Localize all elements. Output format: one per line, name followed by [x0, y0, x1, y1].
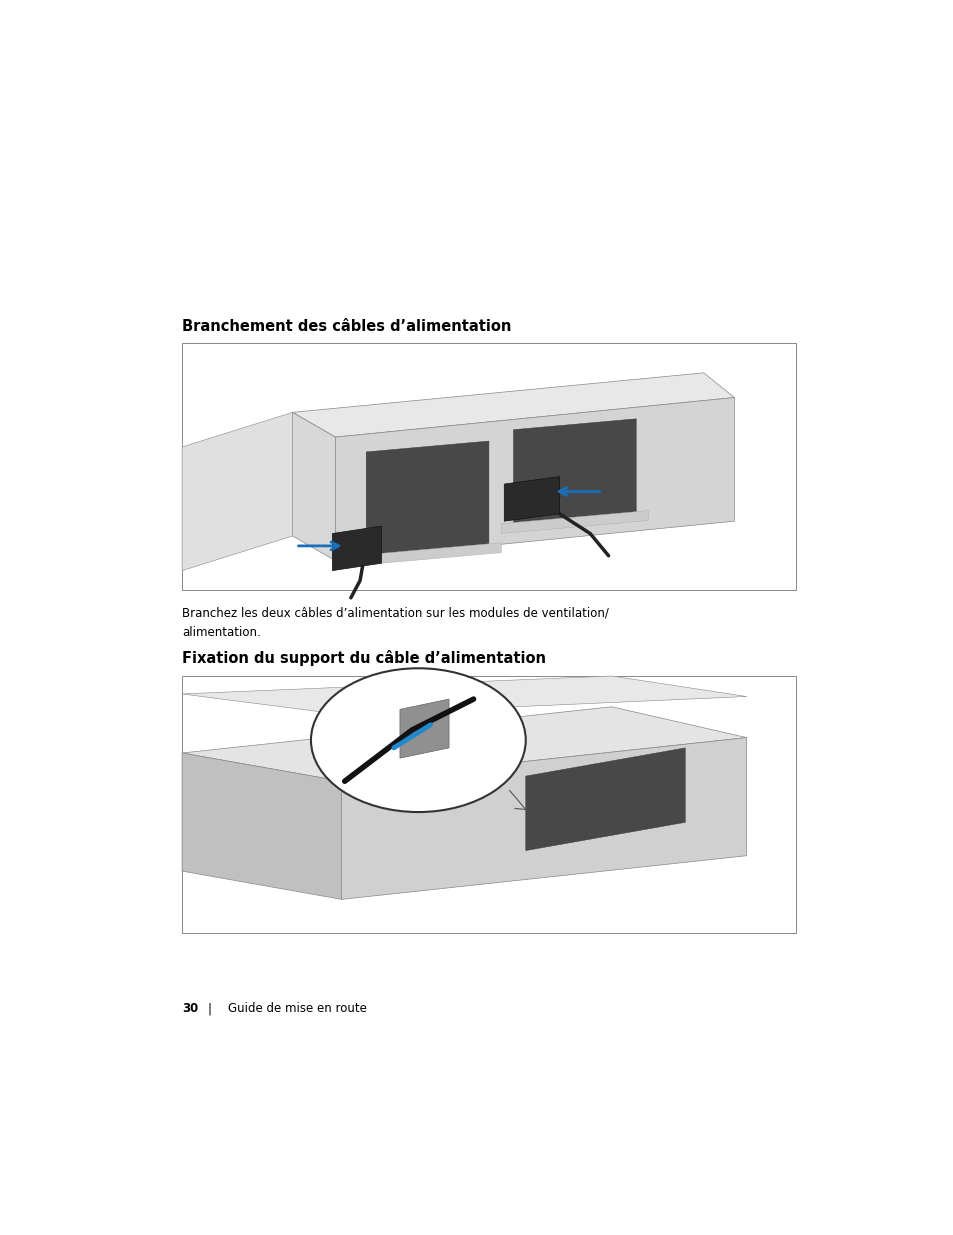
Polygon shape — [182, 676, 746, 715]
Bar — [182, 676, 795, 932]
FancyArrowPatch shape — [558, 488, 599, 495]
Polygon shape — [293, 412, 335, 561]
Polygon shape — [332, 526, 381, 571]
Polygon shape — [500, 510, 648, 534]
Text: Branchement des câbles d’alimentation: Branchement des câbles d’alimentation — [182, 319, 511, 333]
Text: 30: 30 — [182, 1003, 198, 1015]
Polygon shape — [399, 699, 449, 758]
Polygon shape — [525, 748, 684, 851]
Ellipse shape — [311, 668, 525, 813]
Text: alimentation.: alimentation. — [182, 626, 260, 638]
Polygon shape — [182, 412, 293, 571]
Text: |: | — [208, 1003, 212, 1015]
Polygon shape — [354, 542, 500, 566]
Polygon shape — [182, 753, 341, 899]
Polygon shape — [341, 737, 746, 899]
Polygon shape — [513, 419, 636, 524]
Text: Branchez les deux câbles d’alimentation sur les modules de ventilation/: Branchez les deux câbles d’alimentation … — [182, 606, 608, 620]
FancyArrowPatch shape — [298, 542, 338, 550]
Bar — [182, 343, 795, 590]
Polygon shape — [335, 398, 734, 561]
Polygon shape — [182, 706, 746, 782]
Polygon shape — [504, 477, 558, 521]
Polygon shape — [366, 441, 488, 556]
Text: Guide de mise en route: Guide de mise en route — [228, 1003, 366, 1015]
Text: Fixation du support du câble d’alimentation: Fixation du support du câble d’alimentat… — [182, 651, 545, 667]
Polygon shape — [293, 373, 734, 437]
